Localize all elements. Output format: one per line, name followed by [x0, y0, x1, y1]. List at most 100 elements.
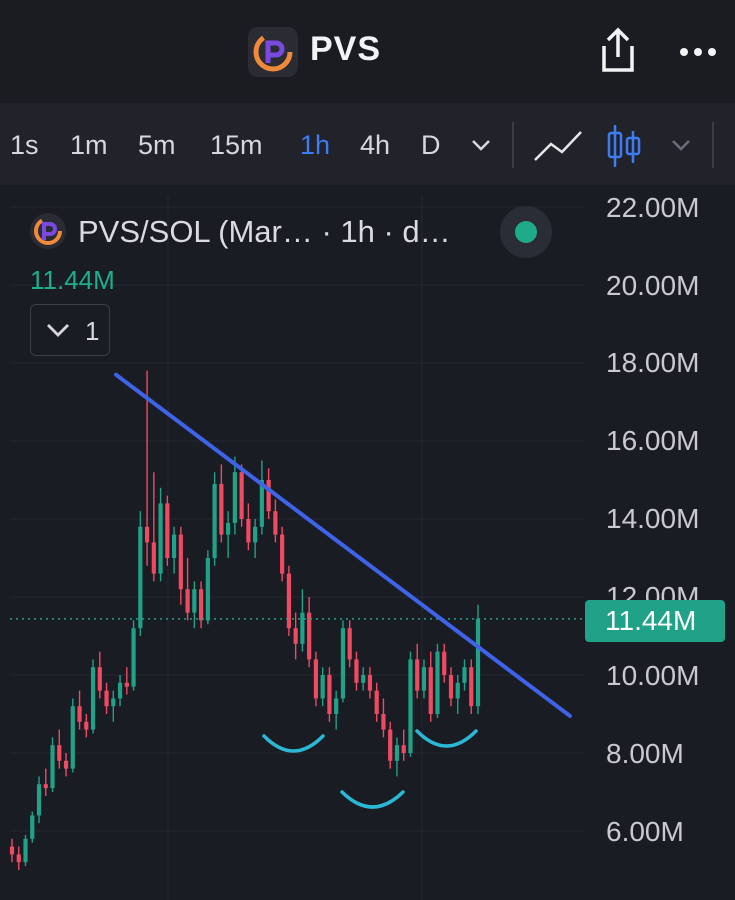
y-tick-label: 20.00M — [606, 270, 700, 301]
timeframe-15m[interactable]: 15m — [210, 130, 263, 160]
candle-body — [219, 483, 224, 535]
trendline — [114, 372, 572, 718]
timeframe-5m[interactable]: 5m — [138, 130, 176, 160]
candle-body — [259, 480, 264, 527]
y-tick-label: 22.00M — [606, 192, 700, 223]
candle-body — [448, 675, 454, 699]
candle-body — [165, 503, 170, 558]
share-icon[interactable] — [596, 26, 640, 76]
candle-body — [158, 503, 163, 574]
candle-body — [104, 690, 109, 707]
candle-body — [77, 706, 82, 722]
left-shoulder-annotation — [262, 734, 325, 753]
candle-body — [185, 589, 190, 613]
candle-body — [30, 815, 35, 839]
timeframe-1h[interactable]: 1h — [300, 130, 331, 160]
y-tick-label: 8.00M — [606, 738, 684, 769]
candle-body — [138, 526, 143, 629]
candle-body — [178, 534, 183, 590]
y-tick-label: 10.00M — [606, 660, 700, 691]
candle-body — [171, 534, 177, 558]
candle-body — [117, 682, 123, 699]
candle-body — [334, 698, 339, 714]
candle-body — [469, 667, 474, 707]
candle-body — [367, 675, 373, 691]
candle-body — [300, 612, 305, 644]
candle-body — [151, 542, 156, 574]
timeframe-d[interactable]: D — [421, 130, 441, 160]
candle-body — [347, 628, 352, 660]
pair-logo — [30, 213, 66, 249]
candle-body — [401, 745, 406, 753]
candle-body — [408, 659, 413, 753]
candle-body — [307, 612, 312, 660]
candle-body — [57, 745, 62, 761]
app-logo — [248, 27, 298, 77]
page-title: PVS — [310, 30, 382, 68]
candle-body — [354, 659, 359, 683]
candle-body — [415, 659, 420, 691]
candle-body — [340, 628, 346, 699]
candle-body — [435, 651, 440, 714]
chart-type-dropdown-icon[interactable] — [670, 137, 692, 158]
candle-body — [361, 675, 366, 683]
indicators-collapse-button[interactable]: 1 — [30, 304, 110, 356]
line-chart-icon[interactable] — [532, 126, 584, 171]
divider — [712, 122, 714, 168]
candle-body — [36, 784, 42, 816]
candle-body — [131, 628, 136, 687]
current-price-badge: 11.44M — [585, 600, 725, 642]
candle-body — [199, 589, 204, 621]
candle-body — [212, 483, 217, 558]
candle-body — [239, 472, 244, 519]
y-tick-label: 6.00M — [606, 816, 684, 847]
candle-body — [70, 706, 75, 769]
candle-body — [293, 628, 298, 644]
candle-body — [313, 659, 319, 699]
candle-body — [428, 667, 433, 714]
candle-body — [320, 675, 325, 699]
candle-body — [374, 690, 379, 714]
y-tick-label: 16.00M — [606, 425, 700, 456]
candle-body — [50, 745, 55, 789]
candle-body — [246, 519, 251, 543]
candle-body — [124, 682, 129, 687]
candle-body — [286, 573, 291, 629]
candle-body — [280, 534, 285, 574]
candle-body — [23, 838, 28, 863]
candlestick-icon[interactable] — [606, 123, 642, 174]
candle-body — [394, 745, 400, 761]
candle-body — [111, 698, 116, 707]
candle-body — [226, 522, 231, 535]
candle-body — [273, 511, 278, 535]
timeframe-dropdown-icon[interactable] — [470, 137, 492, 158]
candle-body — [43, 784, 48, 789]
right-shoulder-annotation — [415, 729, 478, 748]
candle-body — [84, 721, 89, 730]
chevron-down-icon — [47, 324, 69, 337]
more-icon[interactable] — [676, 30, 720, 70]
price-chart[interactable] — [0, 185, 735, 900]
candle-body — [475, 618, 481, 707]
indicator-count: 1 — [85, 316, 100, 346]
timeframe-1s[interactable]: 1s — [10, 130, 39, 160]
chart-area[interactable] — [0, 185, 735, 900]
last-price: 11.44M — [30, 265, 115, 295]
candle-body — [63, 760, 69, 769]
timeframe-4h[interactable]: 4h — [360, 130, 391, 160]
candle-body — [9, 846, 15, 855]
top-bar — [0, 0, 735, 103]
candle-body — [455, 682, 460, 699]
candle-body — [232, 472, 237, 523]
candle-body — [192, 589, 197, 613]
market-status-indicator — [500, 206, 552, 258]
candle-body — [266, 480, 271, 512]
candle-body — [97, 667, 102, 691]
candle-body — [90, 667, 96, 730]
divider — [512, 122, 514, 168]
candle-body — [327, 675, 332, 714]
candle-body — [381, 714, 386, 730]
candle-body — [144, 526, 150, 543]
timeframe-1m[interactable]: 1m — [70, 130, 108, 160]
symbol-legend[interactable]: PVS/SOL (Mar… · 1h · d… — [78, 214, 451, 249]
